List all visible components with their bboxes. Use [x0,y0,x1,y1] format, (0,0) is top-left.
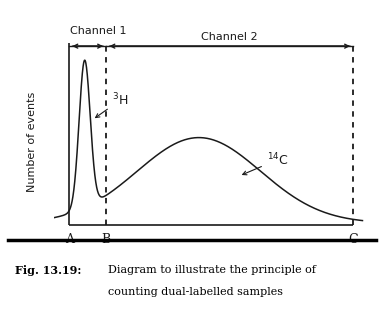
Text: Diagram to illustrate the principle of: Diagram to illustrate the principle of [108,265,315,275]
Text: A: A [65,233,74,246]
Text: B: B [102,233,111,246]
Text: $^{3}$H: $^{3}$H [96,92,129,117]
Text: counting dual-labelled samples: counting dual-labelled samples [108,287,283,297]
Text: $^{14}$C: $^{14}$C [243,151,288,175]
Text: Number of events: Number of events [27,92,37,192]
Text: C: C [348,233,358,246]
Text: Channel 2: Channel 2 [202,32,258,42]
Text: Fig. 13.19:: Fig. 13.19: [15,265,82,276]
Text: Channel 1: Channel 1 [70,26,126,36]
